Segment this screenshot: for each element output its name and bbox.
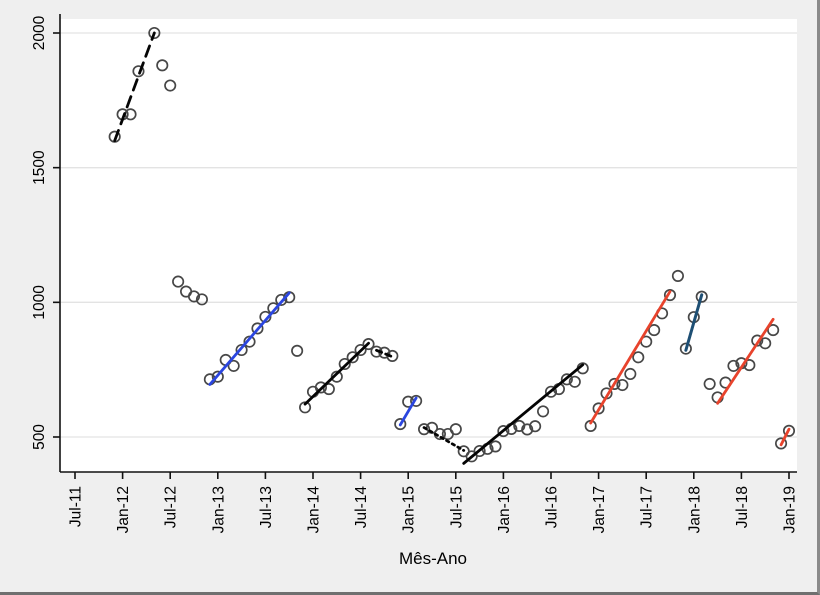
trend-line-navy-solid [684, 293, 704, 352]
data-point: Dec-15: 465 [489, 440, 502, 453]
x-tick-label: Jan-13 [210, 486, 227, 533]
x-tick-label: Jul-12 [163, 486, 180, 528]
data-point: Jun-17: 796 [632, 351, 645, 364]
data-point: Nov-13: 820 [291, 344, 304, 357]
trend-line-red-solid [779, 427, 791, 447]
data-point: Sep-13: 1009 [275, 293, 288, 306]
data-point: Oct-15: 448 [473, 444, 486, 458]
data-point: Jan-16: 522 [497, 425, 510, 438]
data-point: Mar-13: 764 [227, 359, 240, 372]
data-point: Aug-12: 1077 [172, 275, 185, 288]
data-point: Jun-18: 764 [727, 359, 740, 372]
data-point: May-12: 2000 [148, 26, 161, 40]
data-point: Apr-16: 528 [521, 423, 534, 436]
data-point: Oct-18: 848 [759, 337, 772, 350]
trend-line-red-solid [716, 317, 775, 405]
gridlines [60, 32, 797, 438]
plot-area [60, 19, 797, 472]
trend-line-red-solid [589, 290, 672, 425]
data-point: Feb-15: 634 [410, 394, 423, 407]
data-point: Jun-13: 903 [251, 322, 264, 335]
data-point: May-13: 854 [243, 335, 256, 348]
trend-line-black-short-dash [375, 348, 394, 359]
data-point: Feb-14: 684 [314, 381, 327, 394]
x-tick-label: Jul-18 [734, 486, 751, 528]
x-tick-label: Jan-16 [496, 486, 513, 533]
x-tick-label: Jul-11 [68, 486, 85, 527]
data-point: Jan-17: 606 [592, 402, 605, 415]
data-point: Jul-12: 1805 [164, 79, 177, 92]
data-point: Mar-15: 529 [418, 423, 431, 436]
y-tick-label: 1500 [31, 150, 48, 185]
data-point: Mar-17: 697 [608, 377, 621, 390]
x-tick-label: Jan-18 [686, 486, 703, 533]
x-tick-label: Jul-15 [448, 486, 465, 528]
x-tick-label: Jul-14 [353, 486, 370, 529]
data-point: May-17: 734 [624, 367, 637, 381]
data-point: Jan-13: 724 [211, 370, 224, 383]
x-tick-label: Jan-17 [591, 486, 608, 533]
data-point: Nov-12: 1011 [195, 293, 208, 306]
data-point: Aug-13: 978 [267, 302, 280, 315]
data-point: Jun-16: 595 [537, 405, 550, 418]
data-point: Mar-14: 678 [322, 383, 335, 396]
y-tick-label: 1000 [31, 285, 48, 320]
data-point: Oct-12: 1022 [187, 290, 201, 303]
data-point: May-14: 771 [338, 357, 351, 371]
data-point: Nov-17: 1098 [671, 269, 684, 282]
axes [53, 14, 797, 479]
x-tick-label: Jul-16 [543, 486, 560, 528]
data-point: Dec-18: 476 [775, 437, 788, 450]
data-point: Aug-14: 845 [362, 338, 375, 351]
data-point: Jan-19: 523 [782, 424, 796, 437]
trend-line-black-long-dash [113, 31, 156, 143]
data-point: Mar-18: 697 [703, 377, 716, 390]
data-point: Sep-16: 714 [560, 373, 573, 386]
trend-lines [113, 31, 791, 465]
trend-line-black-dot [422, 426, 466, 452]
data-point: Jun-14: 796 [346, 351, 359, 364]
y-tick-label: 2000 [31, 15, 48, 50]
x-axis-title: Mês-Ano [399, 549, 467, 568]
trend-line-blue-solid [398, 396, 418, 427]
y-tick-label: 500 [31, 424, 48, 450]
data-point: Apr-13: 823 [235, 343, 248, 357]
data-point: Jul-14: 823 [354, 343, 367, 357]
data-point: Feb-18: 1021 [695, 290, 708, 303]
x-tick-label: Jul-13 [258, 486, 275, 528]
x-tick-label: Jan-15 [401, 486, 418, 533]
x-tick-label: Jan-19 [781, 486, 798, 533]
data-point: Oct-17: 1027 [663, 289, 677, 302]
data-point: Dec-14: 548 [394, 418, 407, 431]
data-point: Dec-13: 610 [299, 401, 312, 414]
data-point: Apr-17: 693 [616, 378, 629, 392]
data-point: Aug-17: 897 [648, 324, 661, 337]
data-point: Dec-17: 828 [679, 342, 692, 355]
data-point: Nov-18: 897 [767, 324, 780, 337]
x-tick-label: Jul-17 [639, 486, 656, 528]
data-point: Jul-15: 529 [449, 423, 462, 436]
data-point: Oct-16: 705 [568, 375, 581, 388]
y-tick-labels: 500 1000 1500 2000 [31, 15, 48, 450]
x-tick-labels: Jul-11 Jan-12 Jul-12 Jan-13 Jul-13 Jan-14 Jul-… [68, 486, 799, 534]
trend-line-blue-solid [208, 291, 291, 386]
data-point: May-16: 540 [529, 420, 542, 433]
data-point: Mar-12: 1858 [132, 65, 145, 78]
data-point: Apr-14: 724 [330, 370, 343, 383]
trend-line-black-solid [303, 341, 370, 406]
trend-line-black-solid [462, 363, 585, 465]
x-tick-label: Jan-14 [305, 486, 322, 534]
data-point: Jun-12: 1880 [156, 59, 169, 72]
data-point: Jul-16: 668 [544, 385, 558, 398]
x-tick-label: Jan-12 [115, 486, 132, 533]
